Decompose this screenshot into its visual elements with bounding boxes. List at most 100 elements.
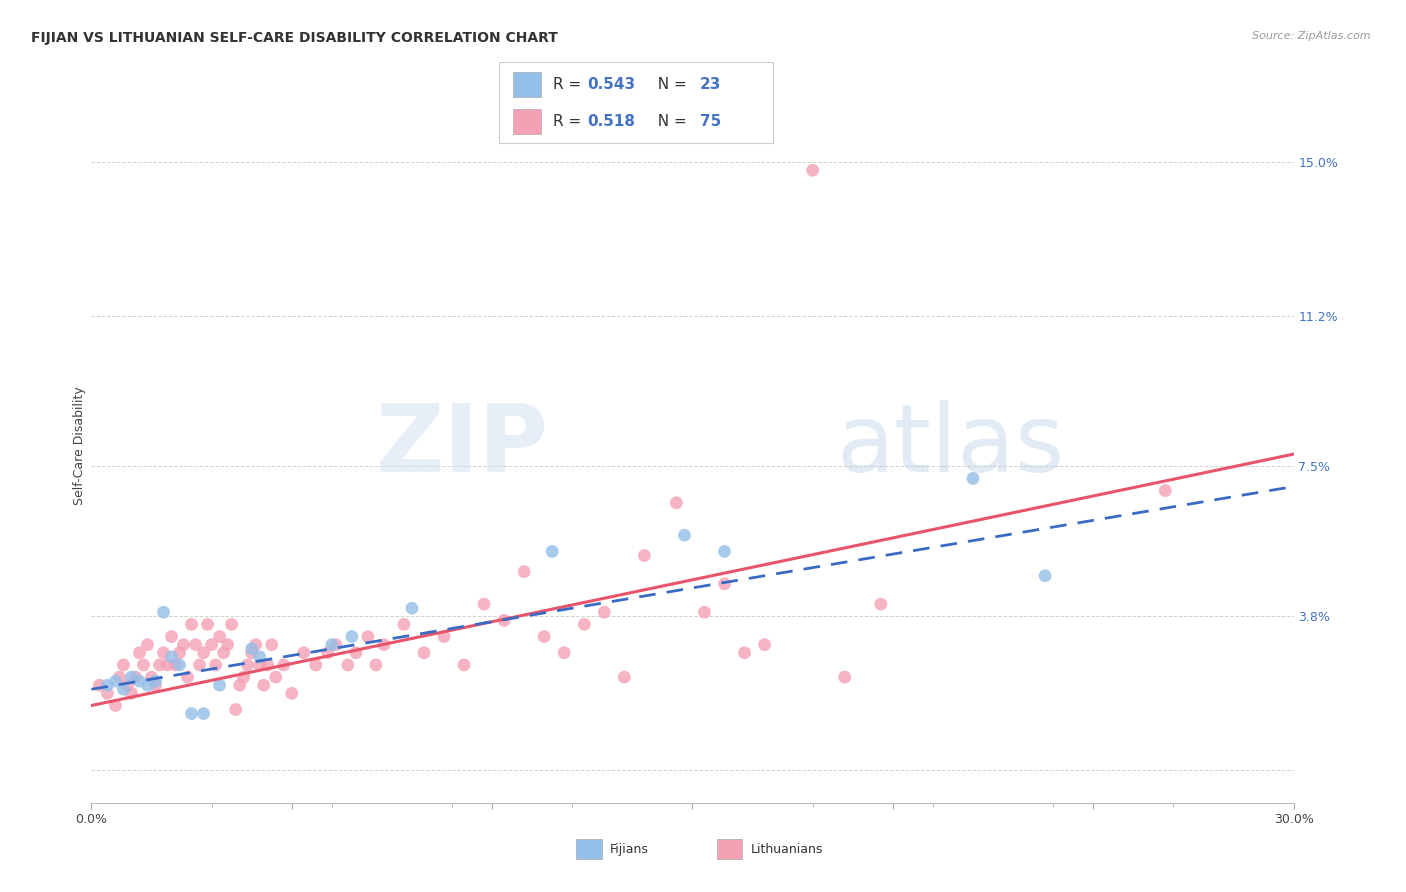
Point <box>256 657 278 672</box>
Point <box>169 657 191 672</box>
Point <box>136 678 159 692</box>
Point <box>321 638 343 652</box>
Point <box>128 646 150 660</box>
Point <box>801 163 824 178</box>
Text: N =: N = <box>648 113 692 128</box>
Point <box>281 686 304 700</box>
Point <box>117 678 139 692</box>
Point <box>1033 568 1056 582</box>
Point <box>305 657 328 672</box>
Text: 0.518: 0.518 <box>588 113 636 128</box>
Point <box>472 597 495 611</box>
Point <box>240 641 263 656</box>
Point <box>188 657 211 672</box>
Point <box>292 646 315 660</box>
Y-axis label: Self-Care Disability: Self-Care Disability <box>73 386 86 506</box>
Point <box>136 638 159 652</box>
Point <box>869 597 891 611</box>
Text: ZIP: ZIP <box>375 400 548 492</box>
Point <box>240 646 263 660</box>
Point <box>253 678 276 692</box>
Point <box>112 657 135 672</box>
Point <box>212 646 235 660</box>
Point <box>541 544 564 558</box>
Text: 23: 23 <box>700 77 721 92</box>
Point <box>228 678 250 692</box>
Point <box>124 670 146 684</box>
Point <box>249 657 271 672</box>
Point <box>264 670 287 684</box>
Point <box>673 528 696 542</box>
Point <box>160 649 183 664</box>
Point <box>112 682 135 697</box>
Point <box>593 605 616 619</box>
Text: R =: R = <box>553 113 586 128</box>
Point <box>221 617 243 632</box>
Point <box>633 549 655 563</box>
Point <box>152 646 174 660</box>
Point <box>232 670 254 684</box>
Point <box>249 649 271 664</box>
Point <box>108 670 131 684</box>
Text: Source: ZipAtlas.com: Source: ZipAtlas.com <box>1253 31 1371 41</box>
Point <box>344 646 367 660</box>
Point <box>713 577 735 591</box>
Point <box>834 670 856 684</box>
Point <box>392 617 415 632</box>
Point <box>152 605 174 619</box>
Point <box>1154 483 1177 498</box>
Point <box>316 646 339 660</box>
Point <box>373 638 395 652</box>
Point <box>413 646 436 660</box>
Point <box>613 670 636 684</box>
Point <box>962 471 984 485</box>
Text: Lithuanians: Lithuanians <box>751 843 823 855</box>
Point <box>104 674 127 689</box>
Point <box>494 613 516 627</box>
Point <box>104 698 127 713</box>
Text: 0.543: 0.543 <box>588 77 636 92</box>
Point <box>336 657 359 672</box>
Text: FIJIAN VS LITHUANIAN SELF-CARE DISABILITY CORRELATION CHART: FIJIAN VS LITHUANIAN SELF-CARE DISABILIT… <box>31 31 558 45</box>
Point <box>273 657 295 672</box>
Point <box>433 630 456 644</box>
Point <box>193 646 215 660</box>
Point <box>201 638 224 652</box>
Point <box>225 702 247 716</box>
Text: Fijians: Fijians <box>610 843 650 855</box>
Point <box>148 657 170 672</box>
Point <box>193 706 215 721</box>
Point <box>553 646 575 660</box>
Point <box>180 706 202 721</box>
Point <box>513 565 536 579</box>
Point <box>145 678 167 692</box>
Point <box>364 657 387 672</box>
Point <box>184 638 207 652</box>
Point <box>208 630 231 644</box>
Point <box>260 638 283 652</box>
Point <box>128 674 150 689</box>
Point <box>204 657 226 672</box>
Point <box>713 544 735 558</box>
Point <box>754 638 776 652</box>
Point <box>208 678 231 692</box>
Text: R =: R = <box>553 77 586 92</box>
Point <box>165 657 187 672</box>
Point <box>160 630 183 644</box>
Point <box>96 686 118 700</box>
Point <box>145 674 167 689</box>
Point <box>734 646 756 660</box>
Point <box>141 670 163 684</box>
Text: 75: 75 <box>700 113 721 128</box>
Point <box>574 617 596 632</box>
Point <box>197 617 219 632</box>
Point <box>180 617 202 632</box>
Point <box>401 601 423 615</box>
Point <box>693 605 716 619</box>
Text: atlas: atlas <box>837 400 1064 492</box>
Point <box>132 657 155 672</box>
Point <box>236 657 259 672</box>
Point <box>217 638 239 652</box>
Point <box>96 678 118 692</box>
Point <box>533 630 555 644</box>
